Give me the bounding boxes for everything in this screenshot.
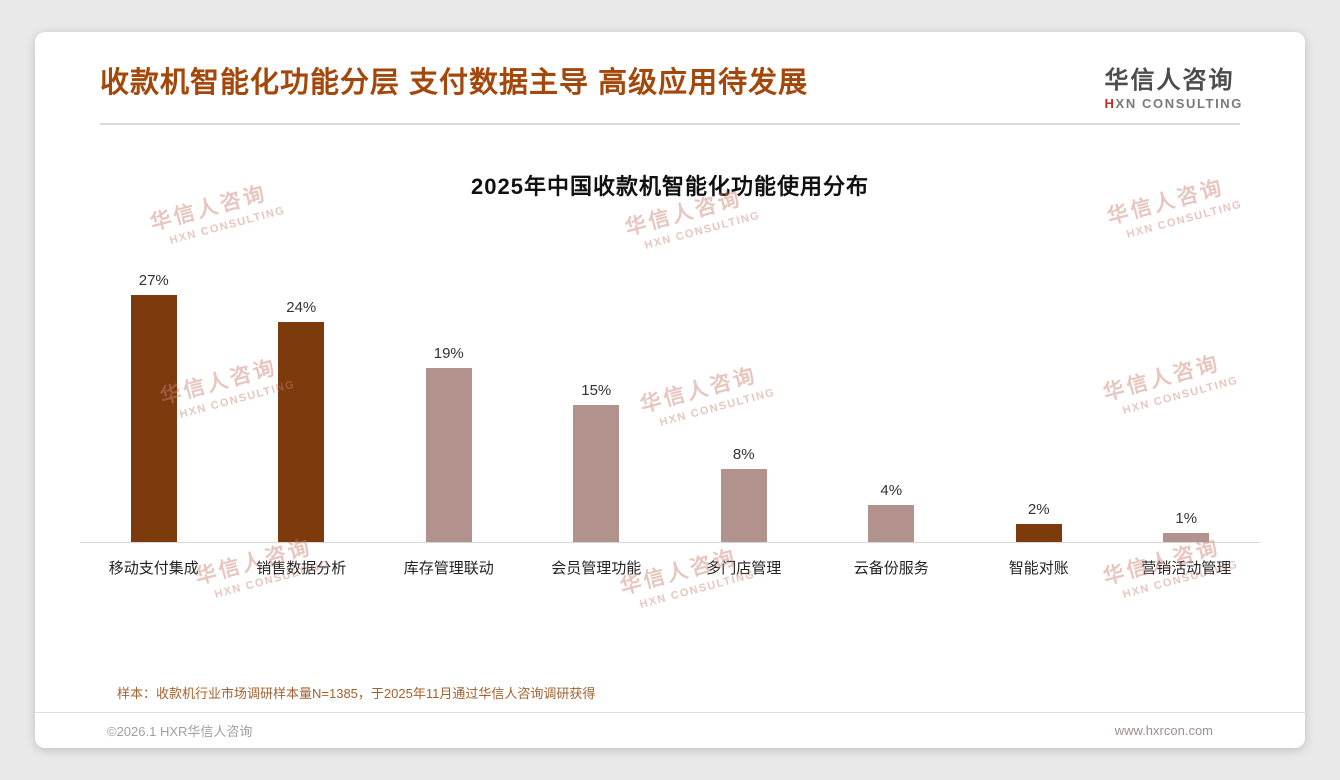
bar-group: 27% [80,272,228,542]
chart-plot-area: 27% 24% 19% 15% 8% 4% 2% 1% [80,263,1260,543]
bar-value-label: 1% [1175,509,1198,527]
bar-value-label: 19% [433,344,464,362]
bar [425,367,472,542]
bar [573,404,620,542]
bar [1163,532,1210,542]
x-axis-label: 会员管理功能 [551,559,642,577]
slide-card: 华信人咨询 HXN CONSULTING 华信人咨询 HXN CONSULTIN… [35,32,1305,748]
website-text: www.hxrcon.com [1114,723,1213,738]
sample-footnote: 样本：收款机行业市场调研样本量N=1385，于2025年11月通过华信人咨询调研… [117,686,596,701]
footer-bar: ©2026.1 HXR华信人咨询 www.hxrcon.com [35,712,1305,748]
bar-value-label: 24% [286,298,317,316]
x-axis-label: 云备份服务 [853,559,929,577]
header-divider [100,122,1240,125]
page-title: 收款机智能化功能分层 支付数据主导 高级应用待发展 [100,67,809,99]
bar-group: 24% [228,299,376,542]
company-logo: 华信人咨询 HXN CONSULTING [1105,60,1243,111]
bar [130,294,177,542]
header: 收款机智能化功能分层 支付数据主导 高级应用待发展 华信人咨询 HXN CONS… [35,32,1305,111]
bar-group: 8% [670,446,818,542]
x-axis-label: 移动支付集成 [108,559,199,577]
bar-value-label: 2% [1027,500,1050,518]
bar [868,504,915,542]
bar-group: 19% [375,345,523,542]
x-axis-label: 销售数据分析 [256,559,347,577]
bar-value-label: 15% [581,381,612,399]
bar-group: 4% [818,482,966,542]
x-axis-label: 多门店管理 [706,559,782,577]
bar-group: 2% [965,501,1113,542]
bar-group: 1% [1113,510,1261,542]
copyright-text: ©2026.1 HXR华信人咨询 [107,724,253,739]
logo-name: 华信人咨询 [1104,67,1235,94]
x-axis-label: 库存管理联动 [403,559,494,577]
chart-title: 2025年中国收款机智能化功能使用分布 [471,173,869,199]
chart-x-axis-labels: 移动支付集成 销售数据分析 库存管理联动 会员管理功能 多门店管理 云备份服务 智能对账 营销… [80,543,1260,578]
bar-group: 15% [523,382,671,542]
logo-tagline: HXN CONSULTING [1105,96,1243,111]
bar-value-label: 4% [880,481,903,499]
bar-value-label: 8% [732,445,755,463]
bar [1015,523,1062,542]
logo-tagline-initial: H [1104,96,1116,111]
bar [720,468,767,542]
bar-value-label: 27% [138,271,169,289]
bar-chart: 2025年中国收款机智能化功能使用分布 27% 24% 19% 15% 8% 4% 2% 1%… [35,169,1305,578]
bar [278,321,325,542]
x-axis-label: 营销活动管理 [1141,559,1232,577]
logo-tagline-rest: XN CONSULTING [1115,96,1243,111]
x-axis-label: 智能对账 [1008,559,1069,577]
